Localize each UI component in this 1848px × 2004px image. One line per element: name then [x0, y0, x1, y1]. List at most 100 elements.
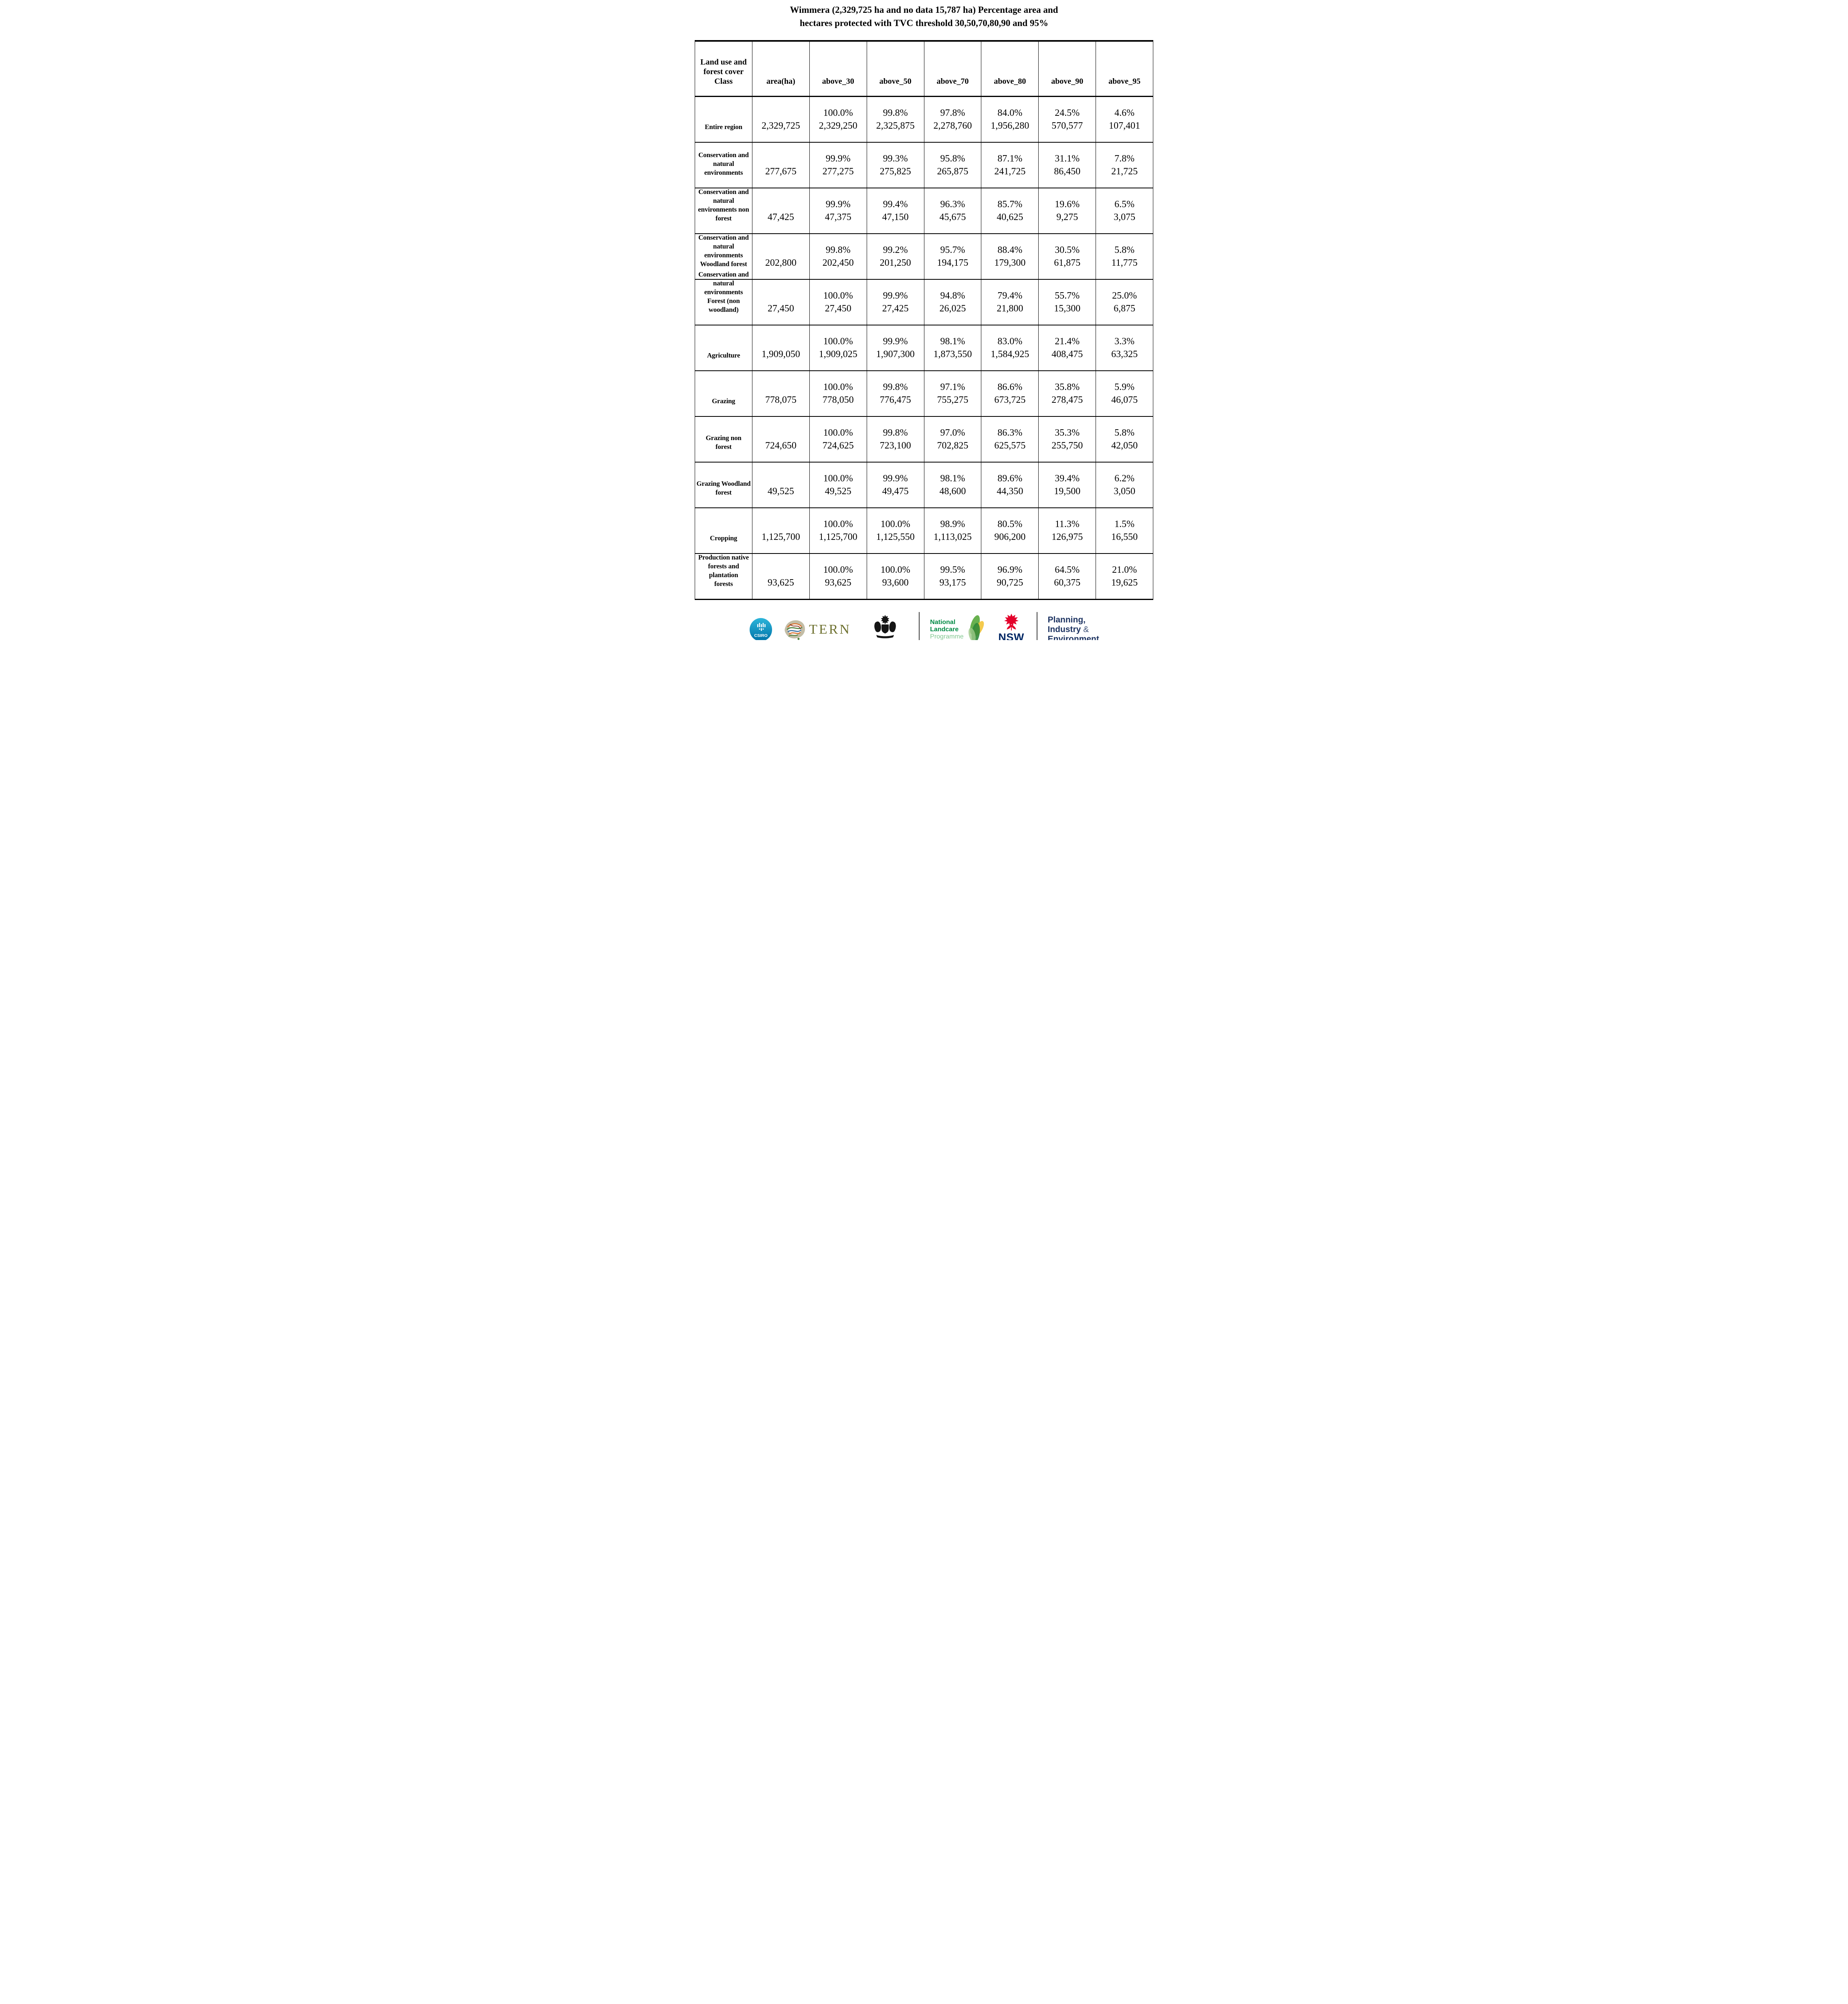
figure-title: Wimmera (2,329,725 ha and no data 15,787…	[693, 3, 1155, 30]
cell-area: 47,425	[752, 188, 810, 234]
table-row: Production native forests and plantation fo…	[695, 553, 1153, 600]
cell-area: 724,650	[752, 416, 810, 463]
class-header-line: forest cover	[703, 67, 744, 76]
column-header-above_90: above_90	[1038, 40, 1096, 97]
class-label: Conservation and natural environments Fores…	[698, 271, 749, 313]
planning-line3: Environment	[1047, 634, 1099, 640]
svg-text:CSIRO: CSIRO	[754, 633, 768, 638]
landcare-leaf-icon	[968, 615, 984, 640]
report-page: Wimmera (2,329,725 ha and no data 15,787…	[693, 0, 1155, 640]
cell-above_50: 99.4% 47,150	[866, 188, 924, 234]
tern-australia-map-icon	[784, 620, 805, 640]
cell-area: 778,075	[752, 370, 810, 417]
cell-above_70: 98.1% 1,873,550	[924, 325, 982, 371]
class-label: Grazing non forest	[706, 434, 742, 450]
cell-above_95: 25.0% 6,875	[1096, 279, 1153, 325]
table-header: Land use and forest cover Class area(ha) ab…	[695, 40, 1153, 97]
cell-above_90: 39.4% 19,500	[1038, 462, 1096, 508]
class-label: Conservation and natural environments Woodl…	[698, 234, 749, 268]
figure-title-line2: hectares protected with TVC threshold 30…	[800, 18, 1048, 28]
cell-above_50: 99.2% 201,250	[866, 233, 924, 280]
cell-above_70: 94.8% 26,025	[924, 279, 982, 325]
cell-above_90: 35.8% 278,475	[1038, 370, 1096, 417]
cell-above_95: 5.9% 46,075	[1096, 370, 1153, 417]
cell-above_80: 84.0% 1,956,280	[981, 96, 1039, 143]
cell-area: 1,909,050	[752, 325, 810, 371]
cell-above_90: 64.5% 60,375	[1038, 553, 1096, 600]
cell-above_70: 95.8% 265,875	[924, 142, 982, 188]
cell-above_50: 100.0% 93,600	[866, 553, 924, 600]
class-header-line: Class	[714, 77, 733, 86]
landcare-line1: National	[930, 619, 956, 626]
cell-class: Grazing Woodland forest	[695, 462, 752, 508]
class-label: Conservation and natural environments	[698, 151, 749, 176]
cell-above_90: 11.3% 126,975	[1038, 507, 1096, 554]
cell-above_70: 96.3% 45,675	[924, 188, 982, 234]
cell-above_30: 100.0% 1,125,700	[809, 507, 867, 554]
cell-class: Conservation and natural environments Fores…	[695, 271, 752, 325]
cell-above_50: 99.8% 2,325,875	[866, 96, 924, 143]
class-label: Cropping	[710, 534, 737, 542]
cell-above_95: 1.5% 16,550	[1096, 507, 1153, 554]
figure-title-line1: Wimmera (2,329,725 ha and no data 15,787…	[790, 5, 1058, 15]
partner-logos: CSIRO TERN	[693, 607, 1155, 640]
cell-class: Cropping	[695, 507, 752, 554]
column-header-above_80: above_80	[981, 40, 1039, 97]
cell-class: Grazing	[695, 370, 752, 417]
column-header-area(ha): area(ha)	[752, 40, 810, 97]
cell-above_30: 99.9% 277,275	[809, 142, 867, 188]
table-row: Grazing 778,075 100.0% 778,050 99.8% 776,475 9…	[695, 370, 1153, 417]
cell-above_50: 99.9% 49,475	[866, 462, 924, 508]
column-header-above_95: above_95	[1096, 40, 1153, 97]
cell-above_50: 99.9% 1,907,300	[866, 325, 924, 371]
column-header-above_70: above_70	[924, 40, 982, 97]
cell-above_80: 79.4% 21,800	[981, 279, 1039, 325]
cell-above_70: 97.8% 2,278,760	[924, 96, 982, 143]
class-label: Grazing	[712, 397, 735, 405]
landcare-line2: Landcare	[930, 626, 959, 633]
cell-above_95: 5.8% 11,775	[1096, 233, 1153, 280]
cell-above_80: 83.0% 1,584,925	[981, 325, 1039, 371]
cell-class: Agriculture	[695, 325, 752, 371]
table-body: Entire region 2,329,725 100.0% 2,329,250 99.…	[695, 96, 1153, 600]
planning-wordmark: Planning, Industry & Environment	[1048, 615, 1099, 640]
cell-above_95: 7.8% 21,725	[1096, 142, 1153, 188]
cell-above_30: 100.0% 778,050	[809, 370, 867, 417]
cell-class: Entire region	[695, 96, 752, 143]
cell-above_30: 99.9% 47,375	[809, 188, 867, 234]
cell-above_70: 99.5% 93,175	[924, 553, 982, 600]
cell-class: Conservation and natural environments	[695, 142, 752, 188]
cell-above_90: 30.5% 61,875	[1038, 233, 1096, 280]
cell-above_95: 21.0% 19,625	[1096, 553, 1153, 600]
nsw-government-logo: NSW GOVERNMENT	[997, 613, 1026, 640]
cell-above_90: 35.3% 255,750	[1038, 416, 1096, 463]
tern-wordmark: TERN	[809, 622, 851, 637]
cell-above_30: 100.0% 2,329,250	[809, 96, 867, 143]
cell-area: 1,125,700	[752, 507, 810, 554]
australian-coat-of-arms-icon	[874, 615, 896, 638]
cell-above_50: 100.0% 1,125,550	[866, 507, 924, 554]
class-label: Entire region	[705, 123, 742, 131]
cell-class: Production native forests and plantation fo…	[695, 553, 752, 600]
landcare-line3: Programme	[930, 633, 964, 640]
header-row: Land use and forest cover Class area(ha) ab…	[695, 40, 1153, 97]
cell-above_30: 100.0% 724,625	[809, 416, 867, 463]
csiro-logo-icon: CSIRO	[750, 618, 772, 640]
cell-above_95: 3.3% 63,325	[1096, 325, 1153, 371]
table-row: Grazing Woodland forest 49,525 100.0% 49,525…	[695, 462, 1153, 508]
cell-above_90: 21.4% 408,475	[1038, 325, 1096, 371]
planning-line2: Industry &	[1047, 625, 1089, 634]
cell-above_50: 99.8% 723,100	[866, 416, 924, 463]
cell-above_80: 87.1% 241,725	[981, 142, 1039, 188]
cell-above_30: 99.8% 202,450	[809, 233, 867, 280]
cell-above_30: 100.0% 93,625	[809, 553, 867, 600]
cell-above_90: 55.7% 15,300	[1038, 279, 1096, 325]
column-header-class: Land use and forest cover Class	[695, 40, 752, 97]
cell-above_30: 100.0% 1,909,025	[809, 325, 867, 371]
nsw-waratah-icon	[1004, 613, 1019, 630]
table-row: Cropping 1,125,700 100.0% 1,125,700 100.0% 1,…	[695, 507, 1153, 554]
table-row: Conservation and natural environments 277,6…	[695, 142, 1153, 188]
australian-government-logo: Australian Government	[861, 614, 908, 640]
cell-above_90: 19.6% 9,275	[1038, 188, 1096, 234]
table-row: Agriculture 1,909,050 100.0% 1,909,025 99.9%…	[695, 325, 1153, 371]
